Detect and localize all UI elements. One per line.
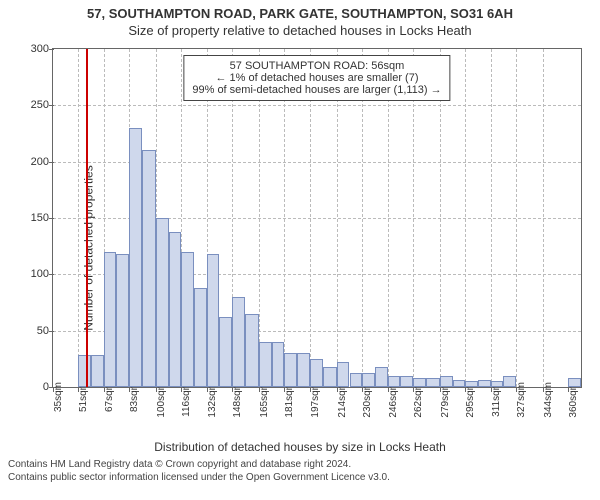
x-tick: 100sqm [156,382,167,442]
chart-title-1: 57, SOUTHAMPTON ROAD, PARK GATE, SOUTHAM… [0,6,600,21]
gridline-v [491,49,492,387]
gridline-v [78,49,79,387]
histogram-bar [219,317,232,387]
chart-title-2: Size of property relative to detached ho… [0,23,600,38]
x-tick: 181sqm [284,382,295,442]
info-line-2: ← 1% of detached houses are smaller (7) [192,72,441,84]
y-tick: 250 [15,99,49,111]
x-tick: 35sqm [53,382,64,442]
histogram-bar [400,376,413,387]
histogram-bar [426,378,440,387]
histogram-bar [245,314,259,387]
x-tick: 344sqm [543,382,554,442]
histogram-bar [388,376,401,387]
y-tick: 300 [15,43,49,55]
footer: Contains HM Land Registry data © Crown c… [0,458,600,484]
histogram-bar [142,150,156,387]
histogram-bar [232,297,245,387]
info-line-1: 57 SOUTHAMPTON ROAD: 56sqm [192,60,441,72]
histogram-bar [362,373,375,387]
histogram-bar [323,367,337,387]
histogram-bar [169,232,182,387]
histogram-bar [503,376,516,387]
info-box: 57 SOUTHAMPTON ROAD: 56sqm ← 1% of detac… [183,55,450,101]
histogram-bar [375,367,388,387]
x-tick: 197sqm [310,382,321,442]
histogram-bar [156,218,169,387]
gridline-v [543,49,544,387]
x-tick: 51sqm [78,382,89,442]
histogram-bar [181,252,194,387]
y-tick: 100 [15,268,49,280]
x-tick: 230sqm [362,382,373,442]
histogram-bar [491,381,504,387]
x-tick: 67sqm [104,382,115,442]
y-tick: 150 [15,212,49,224]
y-tick: 50 [15,325,49,337]
histogram-bar [116,254,129,387]
gridline-h [53,105,581,106]
chart-container: Number of detached properties Distributi… [0,38,600,458]
x-tick: 165sqm [259,382,270,442]
histogram-bar [207,254,220,387]
x-tick: 311sqm [491,382,502,442]
footer-line-2: Contains public sector information licen… [8,471,600,484]
x-tick: 214sqm [337,382,348,442]
x-tick: 132sqm [207,382,218,442]
gridline-v [465,49,466,387]
x-tick: 295sqm [465,382,476,442]
histogram-bar [568,378,581,387]
histogram-bar [284,353,297,387]
histogram-bar [440,376,453,387]
x-tick: 246sqm [388,382,399,442]
histogram-bar [129,128,142,387]
histogram-bar [453,380,466,387]
histogram-bar [272,342,285,387]
histogram-bar [104,252,117,387]
gridline-v [516,49,517,387]
histogram-bar [413,378,426,387]
histogram-bar [297,353,310,387]
y-tick: 200 [15,156,49,168]
info-line-3: 99% of semi-detached houses are larger (… [192,84,441,96]
histogram-bar [337,362,350,387]
x-tick: 279sqm [440,382,451,442]
histogram-bar [194,288,207,387]
histogram-bar [465,381,478,387]
histogram-bar [259,342,272,387]
footer-line-1: Contains HM Land Registry data © Crown c… [8,458,600,471]
x-tick: 327sqm [516,382,527,442]
histogram-bar [310,359,323,387]
plot-area: 57 SOUTHAMPTON ROAD: 56sqm ← 1% of detac… [52,48,582,388]
histogram-bar [78,355,91,387]
x-tick: 262sqm [413,382,424,442]
histogram-bar [350,373,363,387]
x-tick: 360sqm [568,382,579,442]
property-marker-line [86,49,88,387]
histogram-bar [478,380,491,387]
x-tick: 116sqm [181,382,192,442]
x-tick: 148sqm [232,382,243,442]
x-axis-label: Distribution of detached houses by size … [0,440,600,454]
y-tick: 0 [15,381,49,393]
histogram-bar [91,355,104,387]
x-tick: 83sqm [129,382,140,442]
